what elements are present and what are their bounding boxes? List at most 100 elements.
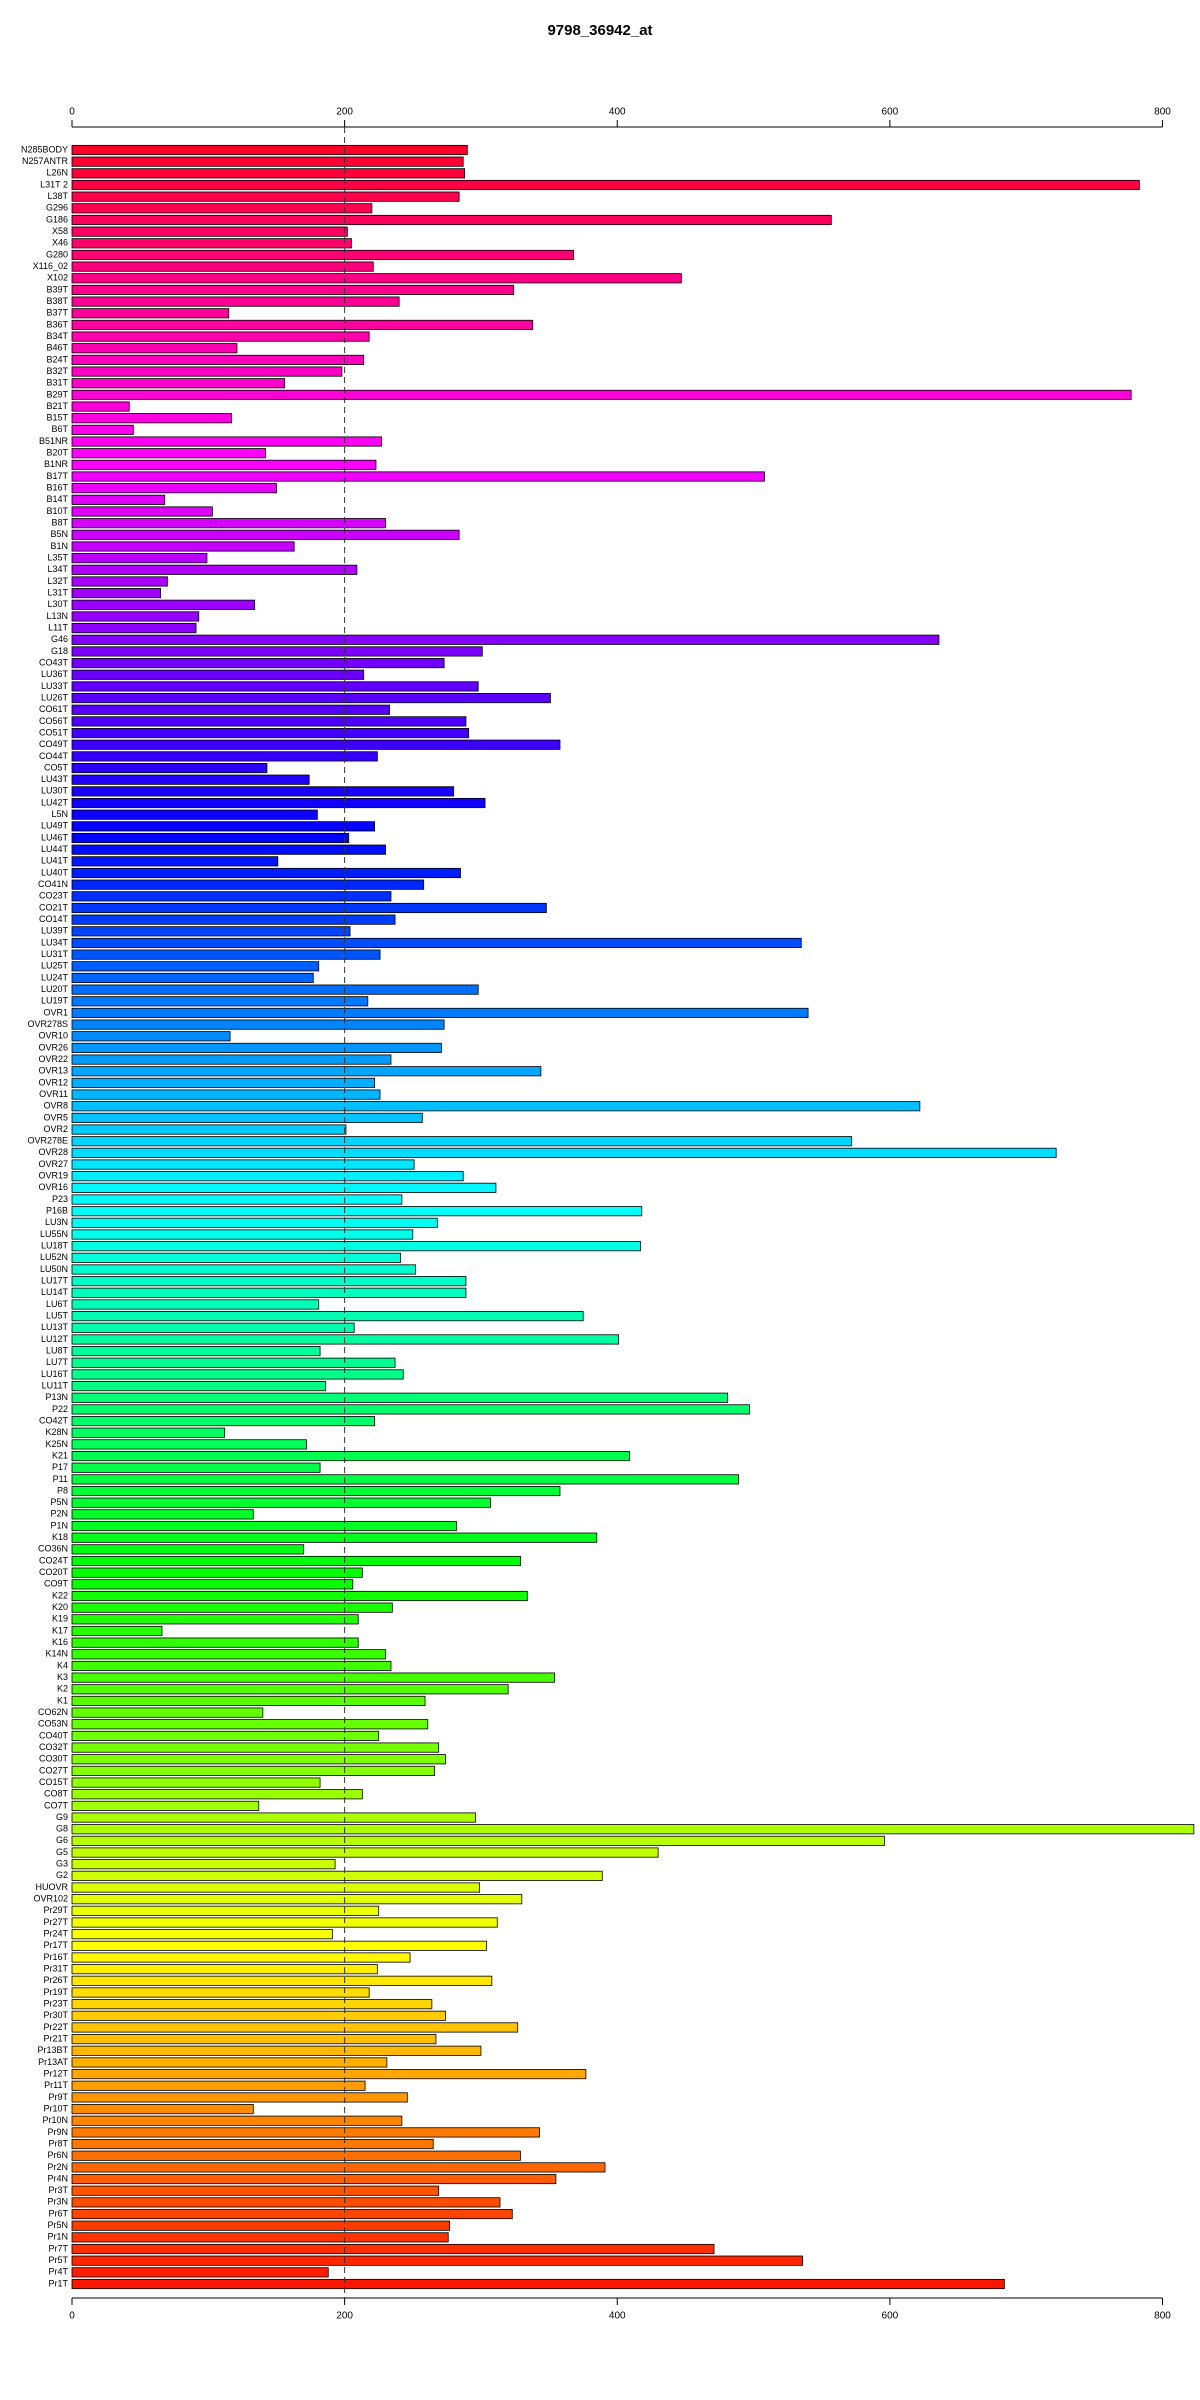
bar	[71, 261, 374, 272]
y-tick-label: B8T	[51, 518, 68, 528]
bar	[71, 1206, 643, 1217]
y-tick-label: B17T	[46, 471, 68, 481]
bar	[71, 1101, 921, 1112]
y-tick-label: B6T	[51, 424, 68, 434]
bar	[71, 1520, 457, 1532]
y-tick-label: CO5T	[44, 762, 69, 772]
bar	[71, 1509, 254, 1520]
bar	[71, 1369, 404, 1380]
x-tick-label: 800	[1154, 107, 1171, 118]
bar	[71, 1905, 380, 1916]
y-tick-label: L13N	[46, 611, 68, 621]
x-tick-label: 400	[609, 2311, 626, 2322]
y-tick-label: OVR26	[38, 1042, 68, 1052]
bar	[71, 1159, 415, 1170]
bar	[71, 1462, 321, 1473]
y-tick-label: Pr4T	[48, 2267, 68, 2277]
bar	[71, 273, 682, 284]
y-tick-label: CO49T	[39, 739, 69, 749]
y-tick-label: B21T	[46, 401, 68, 411]
bar	[71, 1754, 446, 1765]
bar	[71, 1019, 445, 1030]
y-tick-label: Pr2N	[47, 2162, 68, 2172]
y-tick-label: L34T	[47, 564, 68, 574]
y-tick-label: K18	[52, 1532, 68, 1542]
bar	[71, 1007, 809, 1018]
y-tick-label: LU43T	[41, 774, 69, 784]
y-tick-label: LU18T	[41, 1241, 69, 1251]
y-tick-label: B10T	[46, 506, 68, 516]
y-tick-label: OVR28	[38, 1147, 68, 1157]
bar	[71, 1042, 442, 1053]
y-tick-label: Pr22T	[43, 2022, 68, 2032]
y-tick-label: L30T	[47, 599, 68, 609]
y-tick-label: LU7T	[46, 1357, 69, 1367]
bar	[71, 564, 358, 575]
bar	[71, 214, 832, 226]
bar	[71, 1334, 620, 1345]
y-tick-label: K17	[52, 1625, 68, 1635]
y-tick-label: G18	[51, 646, 68, 656]
y-tick-label: K4	[57, 1660, 68, 1670]
y-tick-label: LU14T	[41, 1287, 69, 1297]
y-tick-label: G280	[46, 249, 68, 259]
y-tick-label: LU13T	[41, 1322, 69, 1332]
bar	[71, 809, 318, 820]
bar	[71, 1381, 326, 1392]
y-tick-label: LU33T	[41, 681, 69, 691]
bar	[71, 658, 445, 669]
bar	[71, 2022, 519, 2033]
y-tick-label: B38T	[46, 296, 68, 306]
y-tick-label: CO44T	[39, 751, 69, 761]
bar	[71, 1894, 523, 1905]
y-tick-label: Pr6N	[47, 2150, 68, 2160]
y-tick-label: CO30T	[39, 1754, 69, 1764]
y-tick-label: LU26T	[41, 692, 69, 702]
y-tick-label: LU49T	[41, 821, 69, 831]
y-tick-label: B1NR	[44, 459, 69, 469]
y-tick-label: Pr10N	[42, 2115, 68, 2125]
y-tick-label: CO51T	[39, 727, 69, 737]
bar	[71, 751, 378, 762]
bar	[71, 2220, 450, 2231]
bar	[71, 2057, 388, 2068]
x-tick-label: 600	[882, 2311, 899, 2322]
bar	[71, 1870, 603, 1881]
y-tick-label: K25N	[45, 1439, 68, 1449]
y-tick-label: K16	[52, 1637, 68, 1647]
y-tick-label: Pr17T	[43, 1940, 68, 1950]
bar	[71, 401, 130, 412]
y-tick-label: B14T	[46, 494, 68, 504]
bar	[71, 1929, 333, 1940]
y-tick-label: LU41T	[41, 856, 69, 866]
bar	[71, 669, 365, 680]
y-tick-label: Pr7T	[48, 2243, 68, 2253]
bar	[71, 1882, 480, 1893]
bar	[71, 902, 547, 914]
y-tick-label: Pr3N	[47, 2197, 68, 2207]
bar	[71, 2255, 804, 2266]
y-tick-label: X102	[47, 273, 68, 283]
y-tick-label: Pr24T	[43, 1929, 68, 1939]
bar	[71, 1112, 423, 1123]
bar	[71, 1287, 467, 1298]
y-tick-label: LU52N	[40, 1252, 68, 1262]
bar	[71, 1404, 750, 1415]
bar	[71, 354, 365, 365]
y-tick-label: LU36T	[41, 669, 69, 679]
bar	[71, 1777, 321, 1788]
y-tick-label: Pr29T	[43, 1905, 68, 1915]
y-tick-label: P23	[52, 1194, 68, 1204]
bar	[71, 1497, 491, 1508]
y-tick-label: CO23T	[39, 891, 69, 901]
bar	[71, 331, 370, 342]
bar	[71, 2045, 482, 2056]
bar	[71, 611, 200, 622]
bar	[71, 1241, 641, 1252]
bar	[71, 1964, 378, 1975]
y-tick-label: B31T	[46, 378, 68, 388]
bar	[71, 1322, 355, 1333]
bar	[71, 926, 351, 937]
bar	[71, 856, 279, 867]
chart-title: 9798_36942_at	[547, 22, 652, 39]
